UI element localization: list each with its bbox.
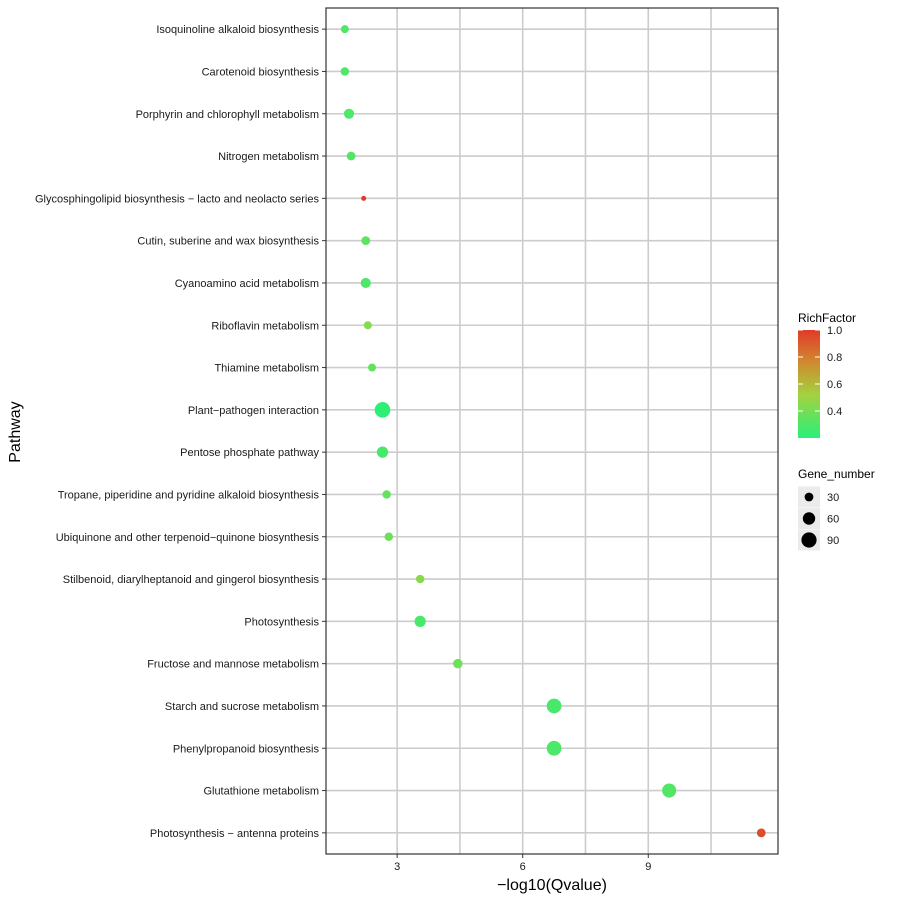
data-point — [546, 740, 562, 756]
x-tick-label: 9 — [645, 861, 651, 873]
y-tick-label: Starch and sucrose metabolism — [165, 701, 319, 713]
data-point — [374, 402, 391, 418]
data-points — [340, 25, 766, 838]
data-point — [346, 151, 356, 161]
data-point — [453, 658, 463, 669]
y-tick-label: Glutathione metabolism — [203, 786, 319, 798]
data-point — [414, 615, 426, 628]
y-axis-title: Pathway — [7, 401, 24, 462]
x-tick-label: 6 — [520, 861, 526, 873]
color-legend: RichFactor 1.0 0.8 0.6 0.4 — [798, 311, 856, 438]
size-legend-key — [804, 492, 814, 502]
plot-panel — [325, 7, 779, 855]
y-tick-label: Carotenoid biosynthesis — [202, 66, 320, 78]
y-tick-label: Stilbenoid, diarylheptanoid and gingerol… — [63, 574, 320, 586]
color-legend-title: RichFactor — [798, 311, 856, 325]
plot-background — [326, 8, 778, 854]
y-tick-label: Porphyrin and chlorophyll metabolism — [136, 109, 319, 121]
y-tick-label: Nitrogen metabolism — [218, 151, 319, 163]
data-point — [343, 108, 355, 119]
color-legend-tick-label: 0.4 — [827, 406, 842, 418]
y-tick-label: Fructose and mannose metabolism — [147, 659, 319, 671]
data-point — [340, 25, 349, 34]
y-tick-label: Glycosphingolipid biosynthesis − lacto a… — [35, 193, 320, 205]
size-legend-title: Gene_number — [798, 467, 875, 481]
size-legend-label: 60 — [827, 514, 839, 526]
data-point — [340, 67, 350, 76]
data-point — [368, 363, 377, 372]
size-legend-key — [801, 532, 817, 548]
y-tick-label: Tropane, piperidine and pyridine alkaloi… — [58, 489, 320, 501]
color-legend-bar — [798, 330, 820, 438]
y-tick-label: Riboflavin metabolism — [211, 320, 319, 332]
data-point — [756, 828, 766, 838]
data-point — [382, 490, 391, 499]
y-tick-label: Plant−pathogen interaction — [188, 405, 319, 417]
y-tick-label: Isoquinoline alkaloid biosynthesis — [156, 24, 319, 36]
y-tick-label: Cyanoamino acid metabolism — [175, 278, 319, 290]
size-legend-label: 90 — [827, 535, 839, 547]
y-tick-label: Pentose phosphate pathway — [180, 447, 319, 459]
data-point — [662, 783, 677, 798]
data-point — [384, 532, 394, 541]
size-legend-label: 30 — [827, 492, 839, 504]
y-tick-label: Photosynthesis − antenna proteins — [150, 828, 320, 840]
data-point — [360, 277, 371, 289]
y-tick-label: Phenylpropanoid biosynthesis — [173, 743, 320, 755]
y-tick-label: Cutin, suberine and wax biosynthesis — [137, 236, 319, 248]
color-legend-tick-label: 0.8 — [827, 352, 842, 364]
plot-border — [325, 7, 779, 855]
x-tick-label: 3 — [394, 861, 400, 873]
y-axis-tick-labels: Isoquinoline alkaloid biosynthesis Carote… — [35, 24, 326, 840]
data-point — [415, 574, 425, 584]
size-legend-key — [802, 512, 816, 525]
color-legend-tick-label: 1.0 — [827, 325, 842, 337]
x-axis-title: −log10(Qvalue) — [497, 877, 607, 894]
data-point — [546, 698, 562, 714]
color-legend-tick-label: 0.6 — [827, 379, 842, 391]
data-point — [361, 236, 371, 246]
y-tick-label: Photosynthesis — [244, 616, 319, 628]
data-point — [376, 446, 389, 458]
x-axis-tick-labels: 3 6 9 — [394, 854, 651, 873]
data-point — [363, 321, 372, 330]
data-point — [361, 195, 367, 201]
size-legend: Gene_number 30 60 90 — [798, 467, 875, 551]
y-tick-label: Ubiquinone and other terpenoid−quinone b… — [56, 532, 320, 544]
y-tick-label: Thiamine metabolism — [214, 363, 319, 375]
